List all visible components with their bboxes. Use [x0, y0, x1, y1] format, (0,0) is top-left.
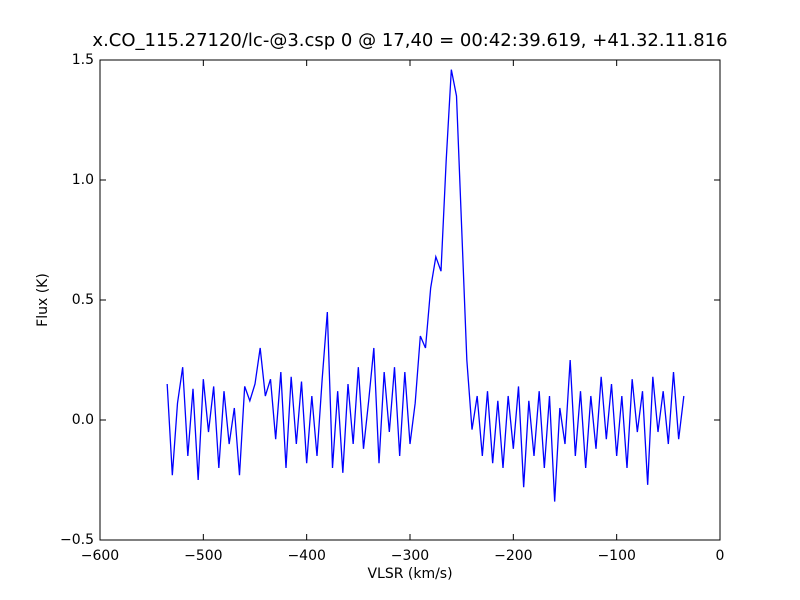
y-tick-label: 1.5 — [72, 52, 94, 68]
y-axis-label: Flux (K) — [35, 273, 51, 327]
x-tick-label: −200 — [494, 548, 532, 564]
x-tick-label: −600 — [81, 548, 119, 564]
y-tick-label: −0.5 — [60, 532, 94, 548]
y-tick-label: 1.0 — [72, 172, 94, 188]
x-tick-label: −100 — [597, 548, 635, 564]
x-tick-label: 0 — [716, 548, 725, 564]
chart-title: x.CO_115.27120/lc-@3.csp 0 @ 17,40 = 00:… — [92, 30, 727, 51]
data-line — [166, 69, 685, 502]
x-tick-label: −400 — [287, 548, 325, 564]
y-tick-label: 0.5 — [72, 292, 94, 308]
x-tick-label: −500 — [184, 548, 222, 564]
x-tick-label: −300 — [391, 548, 429, 564]
x-axis-label: VLSR (km/s) — [367, 566, 452, 582]
plot-frame — [99, 59, 721, 541]
y-tick-label: 0.0 — [72, 412, 94, 428]
